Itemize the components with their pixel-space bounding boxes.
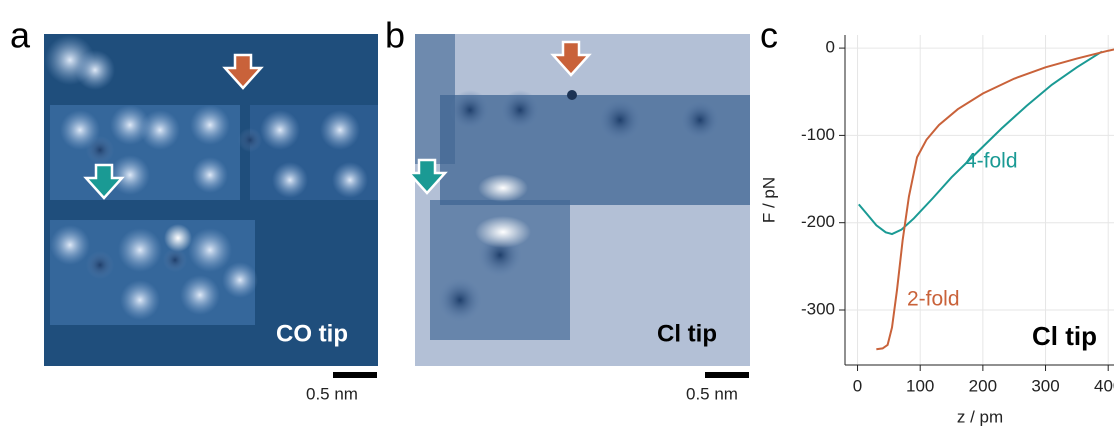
y-tick-label: -100	[801, 125, 835, 144]
y-axis-title: F / pN	[759, 177, 778, 223]
x-tick-label: 0	[853, 376, 862, 395]
panel-label: a	[10, 15, 31, 56]
tip-label: Cl tip	[657, 320, 717, 347]
x-axis-title: z / pm	[957, 407, 1003, 426]
y-tick-label: -200	[801, 212, 835, 231]
tip-label: CO tip	[276, 320, 348, 347]
scale-label: 0.5 nm	[306, 384, 358, 403]
line	[858, 50, 1103, 236]
x-tick-label: 100	[906, 376, 934, 395]
x-tick-label: 200	[969, 376, 997, 395]
scale-label: 0.5 nm	[686, 384, 738, 403]
annotation: Cl tip	[1032, 321, 1097, 351]
y-tick-label: -300	[801, 299, 835, 318]
image-a: CO tip	[44, 34, 378, 366]
x-tick-label: 300	[1031, 376, 1059, 395]
image-b: Cl tip	[406, 34, 750, 366]
line	[876, 48, 1114, 351]
y-tick-label: 0	[826, 38, 835, 57]
scale-bar	[705, 372, 749, 378]
series-label: 2-fold	[907, 288, 960, 311]
scale-bar	[333, 372, 377, 378]
x-tick-label: 400	[1094, 376, 1114, 395]
series-label: 4-fold	[965, 150, 1018, 173]
panel-label: b	[385, 15, 405, 56]
panel-label: c	[760, 15, 778, 56]
